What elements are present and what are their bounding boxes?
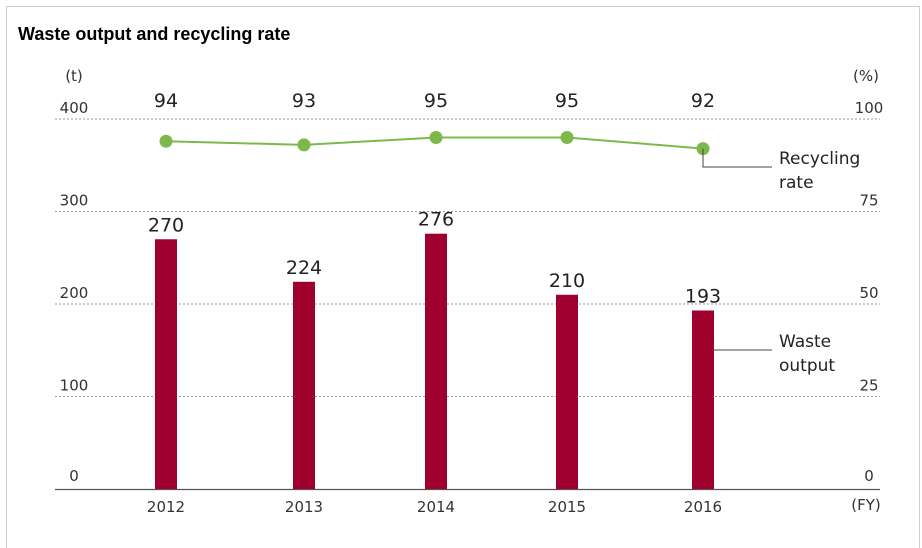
line-data-label: 92 [691,90,715,112]
y-left-tick-label: 100 [60,377,89,395]
line-data-label: 93 [292,90,316,112]
y-left-tick-label: 300 [60,192,89,210]
bar-data-label: 193 [685,285,721,307]
x-unit: (FY) [851,496,881,514]
bar [425,233,447,489]
y-right-tick-label: 75 [859,192,878,210]
x-tick-label: 2016 [684,498,722,516]
line-point [159,134,173,148]
x-tick-label: 2012 [147,498,185,516]
x-tick-label: 2014 [417,498,455,516]
bar [293,281,315,489]
line-point [297,138,311,152]
line-data-label: 95 [424,90,448,112]
y-left-tick-label: 200 [60,284,89,302]
bar [155,239,177,489]
bar-data-label: 224 [286,257,322,279]
y-right-tick-label: 25 [859,377,878,395]
y-left-tick-label: 0 [69,467,79,485]
line-point [429,131,443,144]
chart-title: Waste output and recycling rate [18,24,291,44]
waste-output-label: Waste [779,332,831,352]
bar-data-label: 270 [148,214,184,236]
recycling-rate-label: rate [779,173,814,193]
recycling-rate-callout-line [702,148,772,168]
y-right-tick-label: 50 [859,284,878,302]
bar-data-label: 210 [549,270,585,292]
y-left-tick-label: 400 [60,99,89,117]
waste-output-label: output [779,356,835,376]
line-point [560,131,574,144]
y-left-unit: (t) [65,67,83,85]
line-data-label: 94 [154,90,178,112]
bar-data-label: 276 [418,209,454,231]
x-tick-label: 2013 [285,498,323,516]
y-right-tick-label: 100 [855,99,884,117]
y-right-tick-label: 0 [864,467,874,485]
x-tick-label: 2015 [548,498,586,516]
line-data-label: 95 [555,90,579,112]
bar [556,294,578,489]
recycling-rate-label: Recycling [779,149,860,169]
y-right-unit: (%) [853,67,879,85]
bar [692,310,714,489]
